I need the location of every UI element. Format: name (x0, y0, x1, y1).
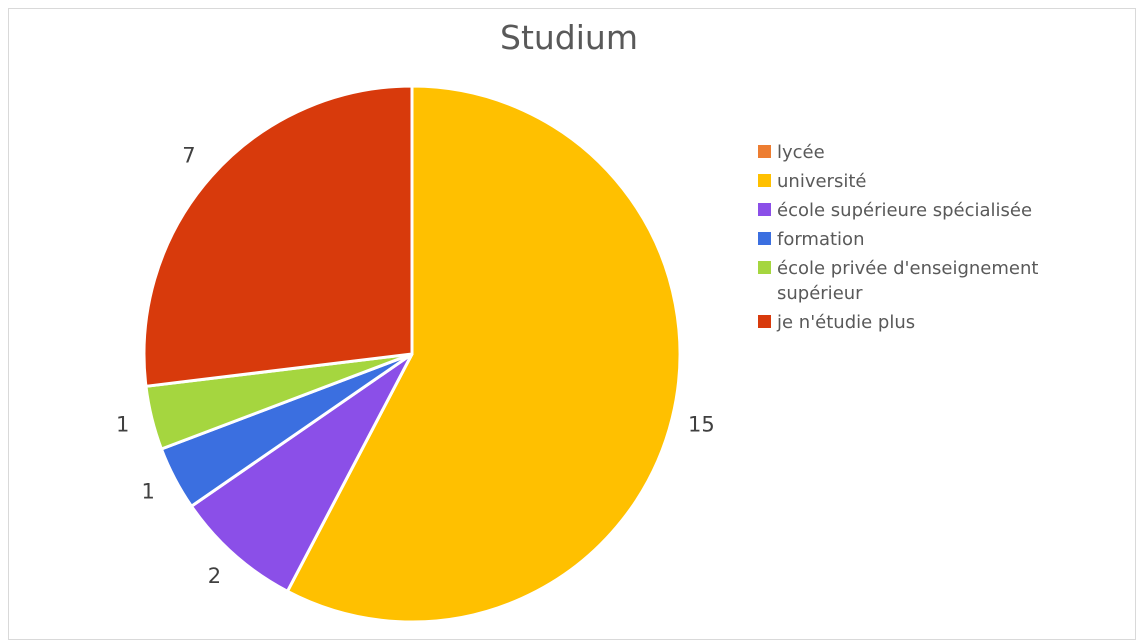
legend-item-universite: université (758, 169, 1088, 194)
data-label-formation: 1 (141, 479, 154, 503)
pie-slices (142, 84, 682, 624)
legend-item-je-n-etudie-plus: je n'étudie plus (758, 310, 1088, 335)
legend-swatch (758, 145, 771, 158)
pie-slice-je-n-etudie-plus (142, 84, 414, 388)
legend-swatch (758, 315, 771, 328)
legend-item-formation: formation (758, 227, 1088, 252)
data-label-ecole-privee-d-enseignement-superieur: 1 (116, 412, 129, 436)
legend-swatch (758, 174, 771, 187)
pie-slice-universite (285, 84, 682, 624)
data-label-universite: 15 (688, 412, 715, 436)
legend-swatch (758, 261, 771, 274)
legend-swatch (758, 232, 771, 245)
legend-label: école privée d'enseignement supérieur (777, 258, 1039, 304)
legend-label: je n'étudie plus (777, 312, 916, 333)
legend-swatch (758, 203, 771, 216)
legend-label: école supérieure spécialisée (777, 200, 1033, 221)
legend-item-ecole-privee-d-enseignement-superieur: école privée d'enseignement supérieur (758, 256, 1088, 306)
legend-label: formation (777, 229, 865, 250)
pie-data-labels: 15 2 1 1 7 (116, 143, 715, 588)
chart-title: Studium (500, 18, 638, 57)
data-label-ecole-superieure-specialisee: 2 (208, 564, 221, 588)
data-label-je-n-etudie-plus: 7 (182, 143, 195, 167)
legend-item-ecole-superieure-specialisee: école supérieure spécialisée (758, 198, 1088, 223)
legend-label: université (777, 171, 867, 192)
legend: lycée université école supérieure spéciali… (758, 140, 1088, 339)
pie-slice-ecole-superieure-specialisee (189, 352, 414, 593)
legend-label: lycée (777, 142, 825, 163)
legend-item-lycee: lycée (758, 140, 1088, 165)
